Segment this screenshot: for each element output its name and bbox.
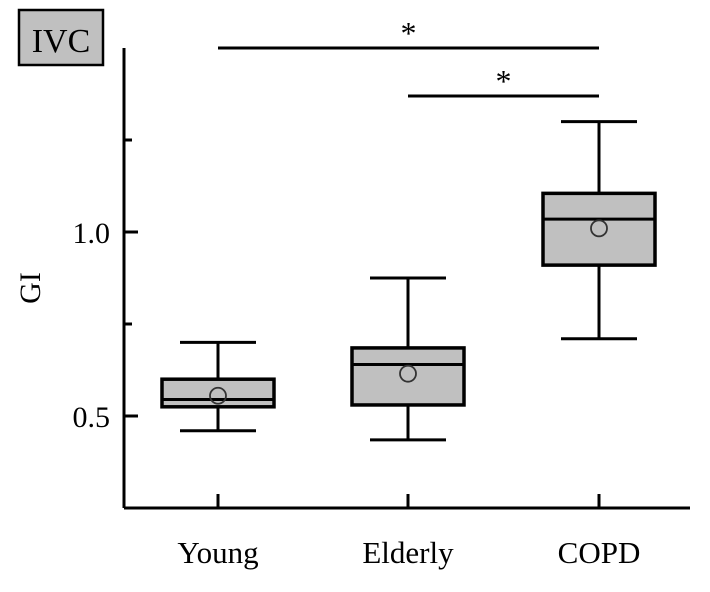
y-tick-label: 1.0 [73, 217, 111, 250]
y-tick-label: 0.5 [73, 401, 111, 434]
iqr-box [160, 377, 276, 409]
box-copd [541, 120, 657, 341]
x-tick-label: Elderly [362, 535, 454, 570]
x-ticks: Young Elderly COPD [177, 494, 640, 570]
iqr-box [541, 191, 657, 267]
panel-label-text: IVC [32, 23, 91, 60]
panel-label: IVC [17, 8, 105, 67]
x-tick-label: COPD [558, 535, 641, 570]
x-tick-label: Young [177, 535, 258, 570]
y-ticks: 0.5 1.0 [73, 138, 138, 434]
significance-brackets: ** [218, 15, 599, 99]
mean-marker [590, 219, 608, 238]
box-elderly [350, 276, 466, 442]
boxes [160, 120, 657, 442]
significance-marker: * [401, 15, 417, 51]
y-axis-title: GI [14, 272, 47, 304]
iqr-box [350, 346, 466, 407]
mean-marker [399, 364, 417, 383]
mean-marker [209, 386, 227, 405]
box-young [160, 340, 276, 433]
significance-marker: * [496, 63, 512, 99]
panel-label-box [17, 8, 105, 67]
